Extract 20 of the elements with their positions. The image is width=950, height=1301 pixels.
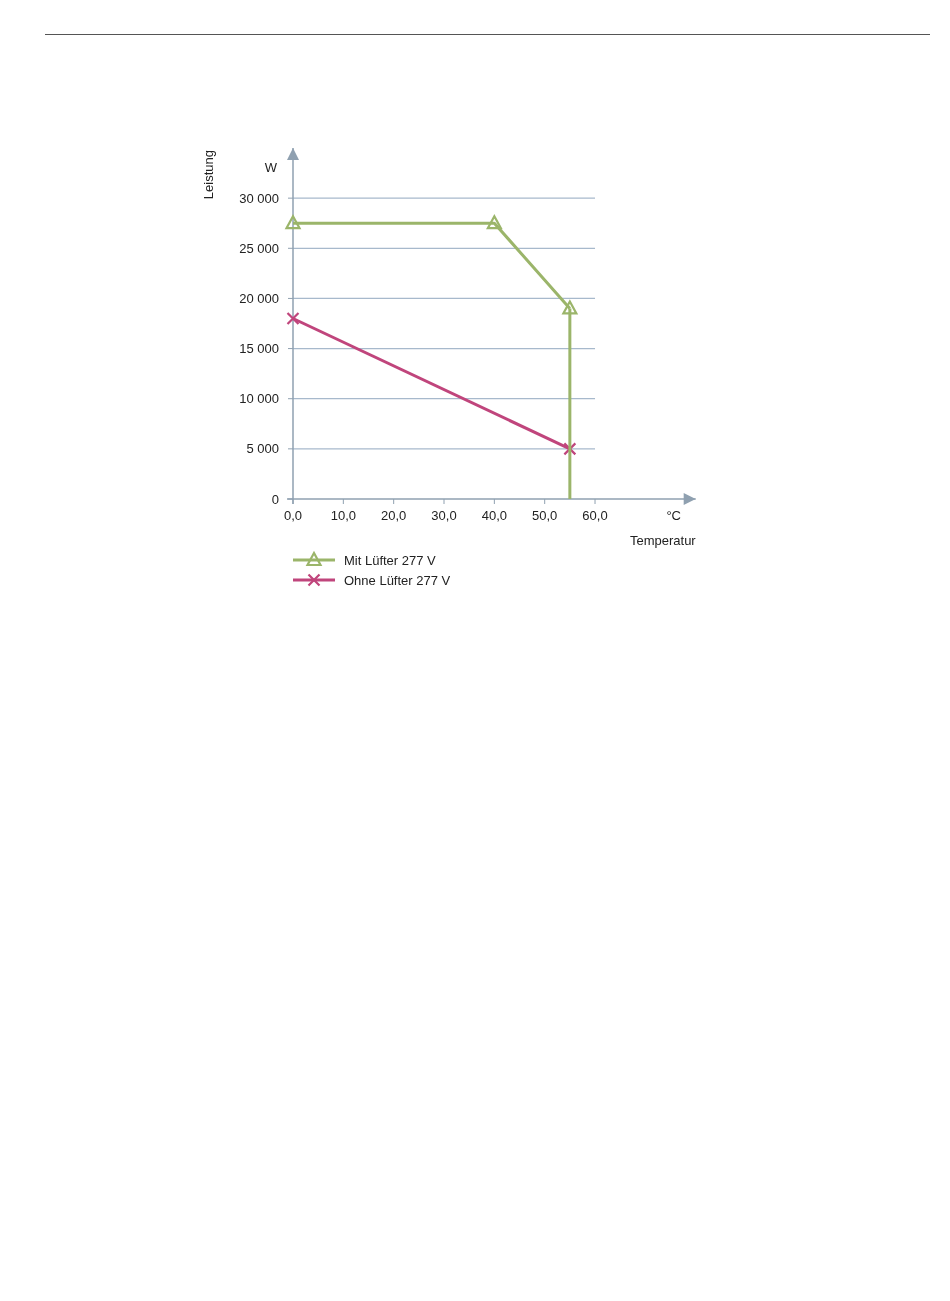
x-tick-label: 60,0 — [582, 508, 608, 523]
x-tick-label: 10,0 — [330, 508, 356, 523]
x-tick-label: 40,0 — [481, 508, 508, 523]
y-tick-label: 20 000 — [239, 290, 279, 306]
legend-label: Ohne Lüfter 277 V — [344, 572, 451, 588]
x-axis-title: Temperatur — [629, 533, 697, 548]
y-tick-label: 5 000 — [246, 441, 279, 457]
y-tick-label: 10 000 — [239, 391, 279, 407]
x-tick-label: 50,0 — [532, 508, 558, 523]
x-tick-label: 30,0 — [431, 508, 457, 523]
text: °C — [666, 508, 681, 523]
x-tick-label: 0,0 — [283, 508, 303, 523]
text: W — [264, 160, 278, 175]
x-tick-label: 20,0 — [381, 508, 407, 523]
y-tick-label: 25 000 — [239, 240, 279, 256]
y-tick-label: 0 — [271, 491, 279, 507]
y-tick-label: 15 000 — [239, 341, 279, 357]
y-axis-title: Leistung — [201, 150, 216, 200]
legend-label: Mit Lüfter 277 V — [344, 552, 437, 568]
y-tick-label: 30 000 — [239, 190, 279, 206]
